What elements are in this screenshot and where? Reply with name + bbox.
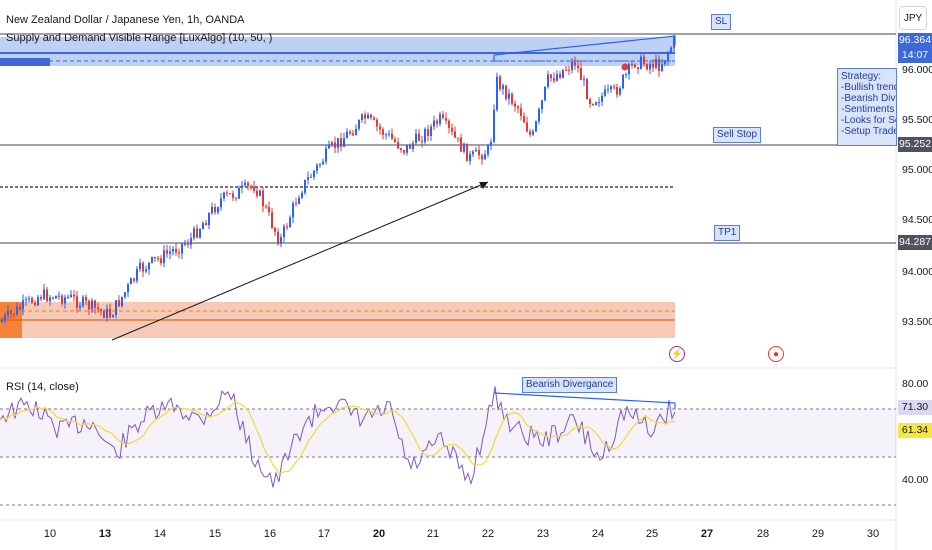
strategy-line: Strategy: — [841, 71, 882, 82]
time-axis-label: 24 — [591, 528, 605, 540]
time-axis-label: 27 — [700, 528, 714, 540]
rsi-ma-line — [0, 401, 676, 474]
tp1-price-tag: 94.287 — [898, 235, 932, 250]
rsi-value-tag: 71.30 — [898, 400, 932, 415]
rsi-title[interactable]: RSI (14, close) — [6, 381, 79, 393]
time-axis-label: 16 — [263, 528, 277, 540]
sell-stop-label[interactable]: Sell Stop — [713, 127, 762, 143]
price-tick: 94.500 — [902, 214, 932, 226]
price-tick: 95.500 — [902, 114, 932, 126]
strategy-line: -Looks for Sell Se — [841, 115, 896, 126]
sell-stop-price-tag: 95.252 — [898, 137, 932, 152]
time-axis-label: 14 — [153, 528, 167, 540]
bearish-divergence-label[interactable]: Bearish Divergance — [522, 377, 618, 393]
time-axis-label: 21 — [426, 528, 440, 540]
currency-button[interactable]: JPY — [899, 6, 927, 30]
divergence-line — [493, 392, 676, 404]
strategy-line: -Setup Trade plan — [841, 126, 897, 137]
event-marker — [621, 63, 629, 71]
price-tick: 94.000 — [902, 266, 932, 278]
time-axis-label: 22 — [481, 528, 495, 540]
flash-alert-icon[interactable]: ⚡ — [669, 346, 685, 362]
time-axis-label: 13 — [98, 528, 112, 540]
bar-countdown: 14:07 — [901, 49, 929, 61]
time-axis-label: 28 — [756, 528, 770, 540]
time-axis-label: 15 — [208, 528, 222, 540]
time-axis-label: 17 — [317, 528, 331, 540]
tp1-label[interactable]: TP1 — [714, 225, 741, 241]
strategy-line: -Sentiments are b — [841, 104, 896, 115]
rsi-tick: 40.00 — [902, 474, 929, 486]
price-candles — [1, 34, 675, 324]
rsi-ma-value-tag: 61.34 — [898, 423, 932, 438]
time-axis-label: 10 — [43, 528, 57, 540]
chart-title: New Zealand Dollar / Japanese Yen, 1h, O… — [6, 14, 245, 26]
time-axis-label: 25 — [645, 528, 659, 540]
time-axis-label: 30 — [866, 528, 880, 540]
rsi-line — [0, 386, 676, 488]
indicator-label[interactable]: Supply and Demand Visible Range [LuxAlgo… — [6, 32, 273, 44]
price-tick: 95.000 — [902, 164, 932, 176]
strategy-line: -Bearish Divergan — [841, 93, 896, 104]
price-tick: 93.500 — [902, 316, 932, 328]
time-axis-label: 20 — [372, 528, 386, 540]
strategy-line: -Bullish trend abo — [841, 82, 896, 93]
time-axis-label: 29 — [811, 528, 825, 540]
time-axis-label: 23 — [536, 528, 550, 540]
record-alert-icon[interactable]: ● — [768, 346, 784, 362]
trend-arrow — [111, 181, 489, 341]
rsi-tick: 80.00 — [902, 378, 929, 390]
current-price: 96.364 — [898, 34, 932, 46]
price-tick: 96.000 — [902, 64, 932, 76]
current-price-tag: 96.364 14:07 — [898, 33, 932, 63]
strategy-note[interactable]: Strategy: -Bullish trend abo -Bearish Di… — [837, 68, 897, 146]
sl-label[interactable]: SL — [711, 14, 732, 30]
